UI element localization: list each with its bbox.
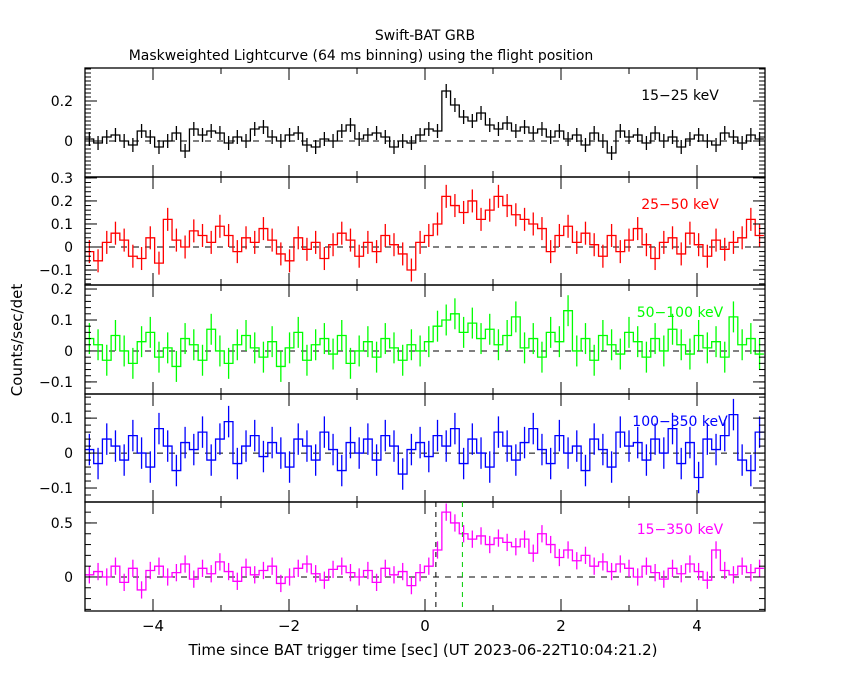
lightcurve-series xyxy=(85,90,764,154)
lightcurve-series xyxy=(85,413,764,479)
lightcurve-series xyxy=(85,511,764,591)
y-tick-label: 0 xyxy=(64,240,73,256)
y-tick-label: 0 xyxy=(64,570,73,586)
y-axis-label: Counts/sec/det xyxy=(8,284,26,397)
panel-15-350-kev: 0 0.5 15−350 keV −4 −2 0 2 4 xyxy=(51,501,766,635)
panel-frame xyxy=(84,284,766,395)
panel-frame xyxy=(84,67,766,178)
y-tick-label: 0.3 xyxy=(51,171,73,187)
x-tick-label: 0 xyxy=(420,617,430,635)
x-axis-label: Time since BAT trigger time [sec] (UT 20… xyxy=(188,641,658,659)
panel-frame xyxy=(84,176,766,286)
band-label: 50−100 keV xyxy=(637,305,724,321)
lightcurve-series xyxy=(85,310,764,368)
y-tick-label: 0 xyxy=(64,446,73,462)
x-tick-label: −2 xyxy=(278,617,300,635)
y-tick-label: 0.1 xyxy=(51,411,73,427)
panel-25-50-kev: −0.1 0 0.1 0.2 0.3 25−50 keV xyxy=(39,171,766,286)
panel-frame xyxy=(84,501,766,612)
x-tick-label: 2 xyxy=(556,617,566,635)
panel-100-350-kev: −0.1 0 0.1 100−350 keV xyxy=(39,393,766,503)
y-tick-label: 0.2 xyxy=(51,194,73,210)
y-tick-label: −0.1 xyxy=(39,263,73,279)
x-tick-label: 4 xyxy=(692,617,702,635)
panel-50-100-kev: −0.1 0 0.1 0.2 50−100 keV xyxy=(39,282,766,395)
y-tick-label: 0.5 xyxy=(51,516,73,532)
y-tick-label: 0.2 xyxy=(51,282,73,298)
panel-15-25-kev: 0 0.2 15−25 keV xyxy=(51,67,766,178)
y-tick-label: 0 xyxy=(64,134,73,150)
y-tick-label: 0 xyxy=(64,344,73,360)
y-tick-label: −0.1 xyxy=(39,375,73,391)
y-tick-label: −0.1 xyxy=(39,481,73,497)
band-label: 25−50 keV xyxy=(641,197,719,213)
band-label: 15−350 keV xyxy=(637,522,724,538)
band-label: 15−25 keV xyxy=(641,88,719,104)
y-tick-label: 0.2 xyxy=(51,94,73,110)
x-tick-label: −4 xyxy=(142,617,164,635)
chart-subtitle: Maskweighted Lightcurve (64 ms binning) … xyxy=(129,48,594,64)
lightcurve-series xyxy=(85,195,764,271)
y-tick-label: 0.1 xyxy=(51,217,73,233)
band-label: 100−350 keV xyxy=(632,414,728,430)
y-tick-label: 0.1 xyxy=(51,313,73,329)
chart-title: Swift-BAT GRB xyxy=(375,28,475,44)
